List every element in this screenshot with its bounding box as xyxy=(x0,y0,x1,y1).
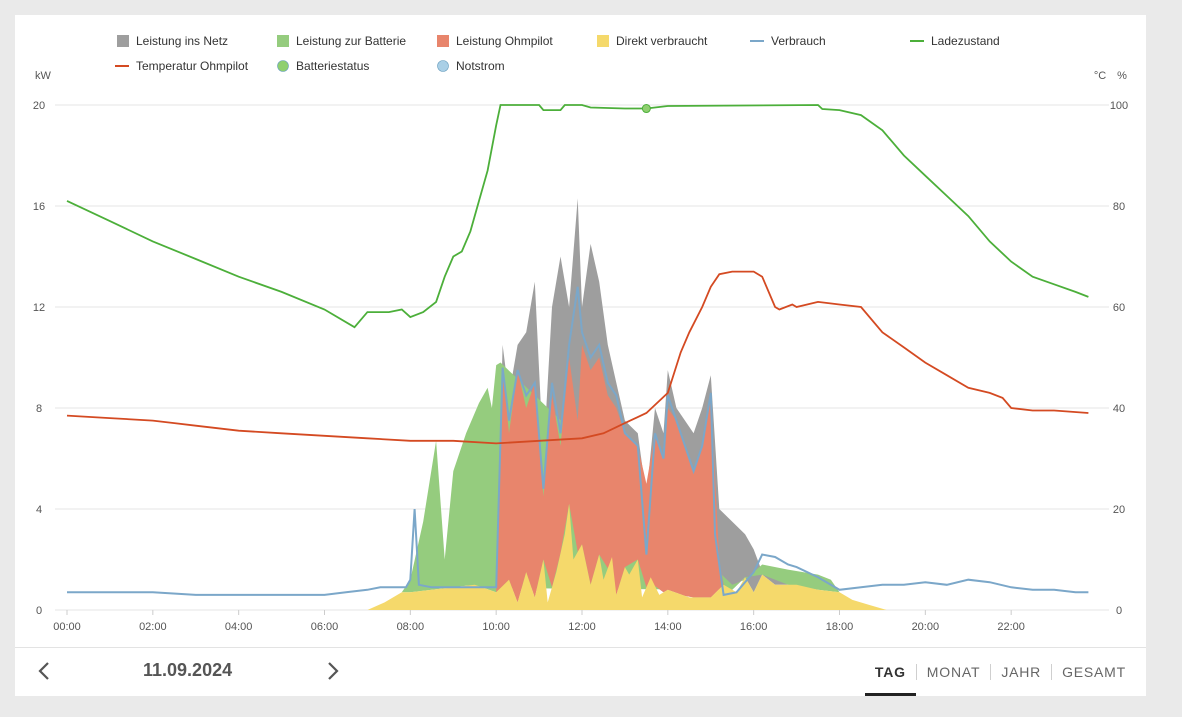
right-axis-unit-percent: % xyxy=(1117,70,1127,82)
legend-label[interactable]: Batteriestatus xyxy=(296,59,369,73)
x-tick-label: 20:00 xyxy=(912,621,940,633)
legend-swatch-3 xyxy=(597,35,609,47)
energy-chart: 0 0 4 20 8 40 12 60 16 80 20 100 kW °C% 00:00 02:00 04:0… xyxy=(15,15,1146,647)
batteriestatus-marker[interactable] xyxy=(641,104,651,114)
x-tick-label: 10:00 xyxy=(482,621,510,633)
tab-separator xyxy=(915,664,917,680)
legend-label[interactable]: Notstrom xyxy=(456,59,505,73)
line-temperatur-ohmpilot xyxy=(66,270,1089,445)
y-tick-label-right: 100 xyxy=(1110,100,1128,112)
y-tick-label-right: 40 xyxy=(1113,403,1125,415)
y-tick-label-left: 12 xyxy=(33,302,45,314)
area-direkt-verbraucht xyxy=(67,503,887,610)
line-ladezustand xyxy=(66,104,1089,329)
right-axis-unit-celsius: °C xyxy=(1094,70,1106,82)
line-verbrauch xyxy=(67,286,1089,597)
y-tick-label-left: 4 xyxy=(36,504,42,516)
legend-label[interactable]: Temperatur Ohmpilot xyxy=(136,59,249,73)
chevron-left-icon xyxy=(38,662,49,680)
current-date[interactable]: 11.09.2024 xyxy=(143,660,233,680)
footer-divider xyxy=(15,647,1146,648)
period-tabs: TAG MONAT JAHR GESAMT xyxy=(864,648,1136,696)
y-tick-label-right: 80 xyxy=(1113,201,1125,213)
y-tick-label-left: 8 xyxy=(36,403,42,415)
y-tick-label-left: 0 xyxy=(36,605,42,617)
legend-label[interactable]: Leistung Ohmpilot xyxy=(456,34,553,48)
x-tick-label: 06:00 xyxy=(311,621,339,633)
chart-card: 0 0 4 20 8 40 12 60 16 80 20 100 kW °C% 00:00 02:00 04:0… xyxy=(15,15,1146,696)
legend-label[interactable]: Direkt verbraucht xyxy=(616,34,708,48)
y-tick-label-left: 16 xyxy=(33,201,45,213)
tab-separator xyxy=(1051,664,1053,680)
legend-swatch-1 xyxy=(277,35,289,47)
x-tick-label: 02:00 xyxy=(139,621,167,633)
legend-swatch-0 xyxy=(117,35,129,47)
tab-tag[interactable]: TAG xyxy=(864,648,916,696)
tab-monat[interactable]: MONAT xyxy=(926,664,981,680)
x-tick-label: 22:00 xyxy=(997,621,1025,633)
x-tick-label: 16:00 xyxy=(740,621,768,633)
chevron-right-icon xyxy=(328,662,339,680)
date-footer: 11.09.2024 TAG MONAT JAHR GESAMT xyxy=(15,648,1146,696)
next-day-button[interactable] xyxy=(318,656,348,686)
x-tick-label: 18:00 xyxy=(826,621,854,633)
tab-gesamt[interactable]: GESAMT xyxy=(1062,664,1126,680)
tab-jahr[interactable]: JAHR xyxy=(1001,664,1042,680)
y-tick-label-right: 20 xyxy=(1113,504,1125,516)
legend-swatch-2 xyxy=(437,35,449,47)
tab-separator xyxy=(990,664,992,680)
legend-label[interactable]: Leistung ins Netz xyxy=(136,34,228,48)
legend-label[interactable]: Ladezustand xyxy=(931,34,1000,48)
x-tick-label: 00:00 xyxy=(53,621,81,633)
legend-label[interactable]: Leistung zur Batterie xyxy=(296,34,406,48)
y-tick-label-right: 60 xyxy=(1113,302,1125,314)
x-tick-label: 08:00 xyxy=(397,621,425,633)
area-leistung-ohmpilot xyxy=(496,344,724,603)
x-tick-label: 04:00 xyxy=(225,621,253,633)
y-tick-label-left: 20 xyxy=(33,100,45,112)
left-axis-unit: kW xyxy=(35,70,52,82)
previous-day-button[interactable] xyxy=(29,656,59,686)
x-tick-label: 14:00 xyxy=(654,621,682,633)
y-tick-label-right: 0 xyxy=(1116,605,1122,617)
legend-dot-8 xyxy=(437,60,449,72)
legend-dot-7 xyxy=(277,60,289,72)
legend-label[interactable]: Verbrauch xyxy=(771,34,826,48)
chart-svg: 0 0 4 20 8 40 12 60 16 80 20 100 kW °C % 00:00 02:00 04:0… xyxy=(33,34,1128,633)
x-tick-label: 12:00 xyxy=(568,621,596,633)
